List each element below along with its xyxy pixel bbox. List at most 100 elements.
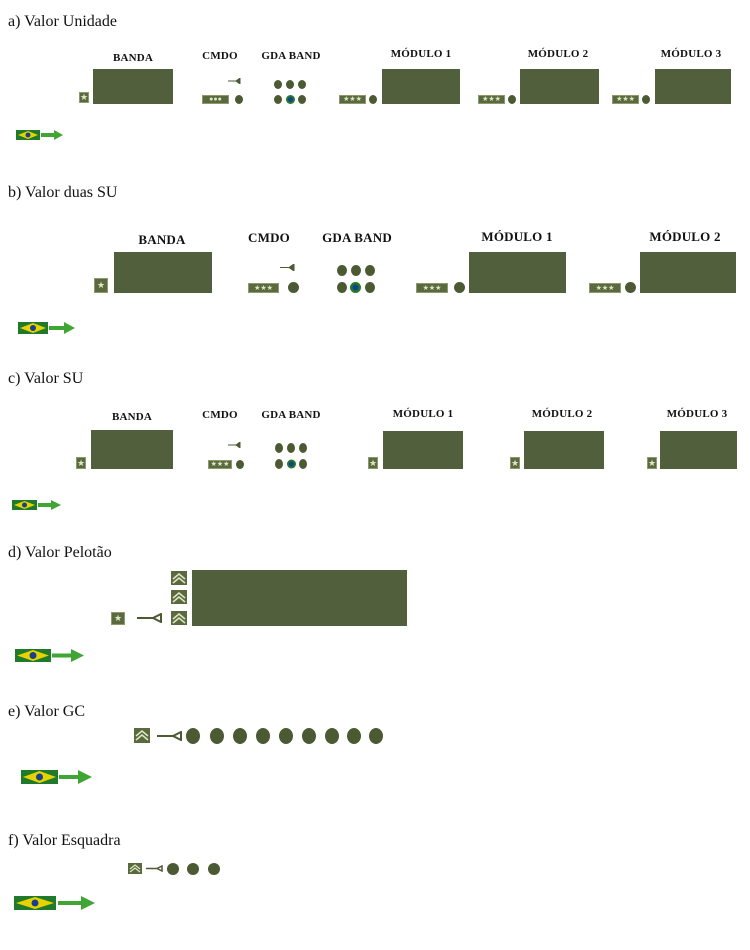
soldier-dot-icon	[337, 282, 347, 293]
bugle-icon	[146, 865, 163, 872]
label-modulo-3: MÓDULO 3	[660, 48, 722, 60]
brazil-flag-icon	[286, 95, 295, 104]
sergeant-chevron-icon	[171, 590, 187, 604]
three-star-insignia-icon: ★★★	[478, 95, 505, 104]
soldier-dot-icon	[275, 443, 283, 453]
section-title-a: a) Valor Unidade	[8, 13, 117, 30]
three-star-insignia-icon: ★★★	[416, 283, 448, 293]
three-star-insignia-icon: ★★★	[248, 283, 279, 293]
soldier-dot-icon	[288, 282, 299, 293]
soldier-dot-icon	[642, 95, 650, 104]
soldier-dot-icon	[347, 728, 361, 744]
label-modulo-3: MÓDULO 3	[666, 408, 728, 420]
soldier-dot-icon	[298, 95, 306, 104]
label-modulo-1: MÓDULO 1	[481, 229, 553, 244]
soldier-dot-icon	[508, 95, 516, 104]
brazil-flag-icon	[18, 322, 75, 334]
bugle-icon	[228, 442, 241, 448]
soldier-dot-icon	[187, 863, 199, 875]
soldier-dot-icon	[233, 728, 247, 744]
direction-arrow-icon	[52, 649, 84, 662]
direction-arrow-icon	[41, 130, 63, 140]
formation-block	[524, 431, 604, 469]
brazil-flag-icon	[12, 500, 61, 510]
brazil-flag-icon	[15, 649, 84, 662]
soldier-dot-icon	[279, 728, 293, 744]
soldier-dot-icon	[298, 80, 306, 89]
soldier-dot-icon	[302, 728, 316, 744]
label-cmdo: CMDO	[248, 230, 290, 245]
soldier-dot-icon	[287, 443, 295, 453]
direction-arrow-icon	[49, 322, 75, 334]
section-title-f: f) Valor Esquadra	[8, 832, 121, 849]
soldier-dot-icon	[625, 282, 636, 293]
bugle-icon	[137, 613, 162, 623]
formation-block	[382, 69, 460, 104]
formation-block	[469, 252, 566, 293]
brazil-flag-icon	[14, 896, 95, 910]
star-insignia-icon: ★	[368, 457, 378, 469]
direction-arrow-icon	[59, 770, 92, 784]
direction-arrow-icon	[58, 896, 95, 910]
star-insignia-icon: ★	[510, 457, 520, 469]
soldier-dot-icon	[275, 459, 283, 469]
label-gda-band: GDA BAND	[261, 50, 321, 62]
brazil-flag-icon	[21, 770, 92, 784]
soldier-dot-icon	[286, 80, 294, 89]
section-title-c: c) Valor SU	[8, 370, 84, 387]
star-insignia-icon: ★	[111, 612, 125, 625]
label-modulo-1: MÓDULO 1	[392, 408, 454, 420]
brazil-flag-icon	[287, 459, 296, 469]
sergeant-chevron-icon	[171, 611, 187, 625]
soldier-dot-icon	[208, 863, 220, 875]
three-star-insignia-icon: ★★★	[339, 95, 366, 104]
sergeant-chevron-icon	[171, 571, 187, 585]
star-insignia-icon: ★	[647, 457, 657, 469]
brazil-flag-icon	[350, 282, 361, 293]
label-gda-band: GDA BAND	[261, 409, 321, 421]
star-insignia-icon: ★	[94, 278, 108, 293]
section-title-d: d) Valor Pelotão	[8, 544, 112, 561]
soldier-dot-icon	[235, 95, 243, 104]
three-star-insignia-icon: ●●●	[202, 95, 229, 104]
label-cmdo: CMDO	[202, 50, 238, 62]
star-insignia-icon: ★	[76, 457, 86, 469]
formation-block	[520, 69, 599, 104]
soldier-dot-icon	[337, 265, 347, 276]
soldier-dot-icon	[369, 95, 377, 104]
three-star-insignia-icon: ★★★	[612, 95, 639, 104]
soldier-dot-icon	[256, 728, 270, 744]
soldier-dot-icon	[167, 863, 179, 875]
soldier-dot-icon	[299, 443, 307, 453]
label-modulo-2: MÓDULO 2	[649, 229, 721, 244]
soldier-dot-icon	[454, 282, 465, 293]
formation-block	[655, 69, 731, 104]
label-banda: BANDA	[112, 52, 154, 64]
soldier-dot-icon	[365, 282, 375, 293]
sergeant-chevron-icon	[128, 863, 142, 874]
sergeant-chevron-icon	[134, 728, 150, 743]
formation-block	[383, 431, 463, 469]
bugle-icon	[280, 264, 295, 271]
section-title-b: b) Valor duas SU	[8, 184, 118, 201]
direction-arrow-icon	[38, 500, 61, 510]
formation-block	[660, 431, 737, 469]
formation-block	[114, 252, 212, 293]
soldier-dot-icon	[351, 265, 361, 276]
formation-block	[192, 570, 407, 626]
brazil-flag-icon	[16, 130, 63, 140]
bugle-icon	[228, 78, 241, 84]
soldier-dot-icon	[274, 95, 282, 104]
section-title-e: e) Valor GC	[8, 703, 86, 720]
soldier-dot-icon	[369, 728, 383, 744]
soldier-dot-icon	[236, 460, 244, 469]
label-modulo-2: MÓDULO 2	[527, 48, 589, 60]
label-gda-band: GDA BAND	[322, 230, 392, 245]
label-cmdo: CMDO	[202, 409, 238, 421]
three-star-insignia-icon: ★★★	[589, 283, 621, 293]
three-star-insignia-icon: ★★★	[208, 460, 232, 469]
soldier-dot-icon	[299, 459, 307, 469]
label-banda: BANDA	[138, 232, 186, 247]
label-banda: BANDA	[111, 411, 153, 423]
soldier-dot-icon	[365, 265, 375, 276]
